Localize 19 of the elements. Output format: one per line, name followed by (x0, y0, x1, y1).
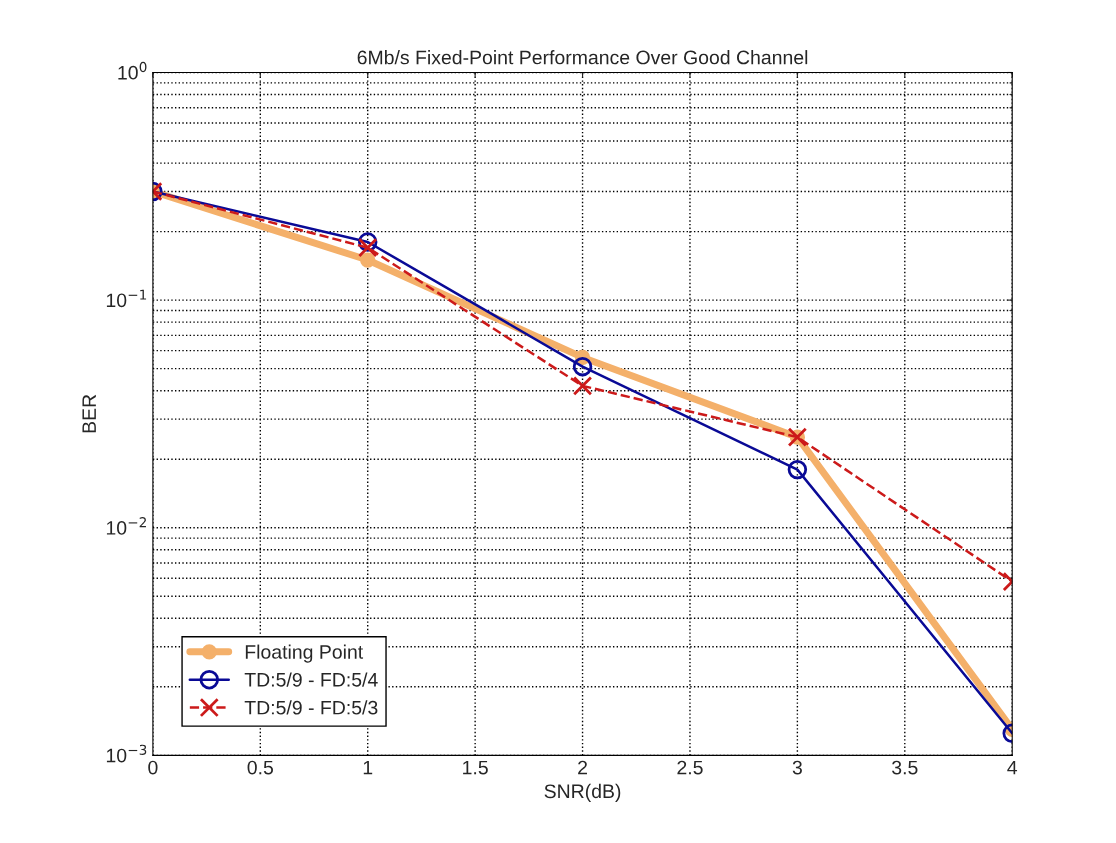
x-tick-label: 2.5 (677, 760, 703, 775)
x-tick-label: 3 (792, 760, 802, 775)
x-tick-label: 4 (1007, 760, 1018, 775)
legend-label: TD:5/9 - FD:5/3 (244, 700, 378, 715)
y-tick-label: 10$^{−1}$ (106, 289, 147, 308)
x-tick-label: 1 (363, 760, 373, 775)
x-tick-label: 2 (578, 760, 587, 775)
x-tick-label: 0 (148, 760, 158, 775)
x-tick-label: 1.5 (463, 760, 488, 775)
legend-label: Floating Point (245, 644, 364, 663)
chart-title: 6Mb/s Fixed-Point Performance Over Good Channel (357, 50, 808, 65)
y-axis-title: BER (82, 394, 96, 433)
x-axis-title: SNR(dB) (544, 783, 621, 802)
x-tick-label: 0.5 (247, 760, 274, 775)
y-tick-label: 10$^{−3}$ (106, 744, 147, 763)
y-tick-label: 10$^{0}$ (118, 61, 147, 80)
y-tick-label: 10$^{−2}$ (106, 517, 146, 535)
legend-label: TD:5/9 - FD:5/4 (244, 672, 378, 687)
x-tick-label: 3.5 (892, 760, 918, 775)
